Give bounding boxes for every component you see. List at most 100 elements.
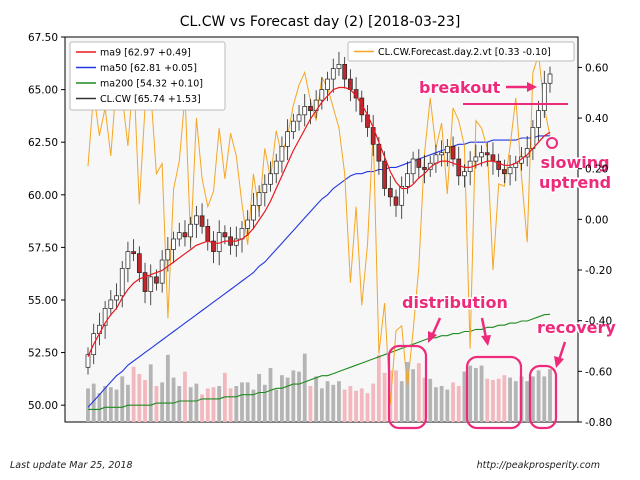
volume-bar — [188, 387, 193, 422]
recovery-arrowhead — [554, 356, 564, 368]
candle-body — [382, 160, 387, 189]
volume-bar — [274, 389, 279, 422]
volume-bar — [291, 370, 296, 422]
candle-body — [444, 146, 450, 154]
volume-bar — [536, 370, 541, 422]
candle-body — [541, 82, 547, 111]
candle-body — [547, 73, 553, 84]
volume-bar — [148, 364, 153, 422]
y-left-tick-label: 55.00 — [28, 295, 58, 307]
y-left-tick-label: 65.00 — [28, 85, 58, 97]
volume-bar — [502, 375, 507, 422]
ma9-series — [87, 86, 551, 358]
volume-bar — [177, 386, 182, 422]
candle-body — [450, 146, 456, 160]
volume-bar — [302, 353, 307, 422]
candle-body — [251, 204, 256, 221]
candle-body — [536, 110, 541, 128]
y-right-tick-label: -0.60 — [585, 366, 612, 378]
volume-bar — [473, 368, 478, 422]
volume-bar — [382, 372, 387, 422]
volume-bar — [211, 387, 216, 422]
y-left-tick-label: 62.50 — [28, 137, 58, 149]
candle-body — [194, 215, 199, 225]
volume-bar — [280, 375, 284, 422]
volume-bar — [365, 393, 370, 422]
candle-body — [530, 127, 536, 149]
volume-bar — [342, 389, 347, 422]
volume-bar — [394, 370, 398, 422]
y-right-tick-label: 0.60 — [585, 62, 608, 74]
volume-bar — [399, 381, 404, 422]
slowing-label-line2: uptrend — [539, 173, 611, 192]
forecast-line — [87, 54, 551, 405]
candle-body — [479, 152, 484, 158]
volume-bar — [348, 386, 353, 422]
volume-bar — [496, 378, 501, 422]
volume-bar — [434, 387, 438, 422]
candle-body — [273, 160, 279, 175]
volume-bar — [416, 363, 421, 422]
volume-bar — [508, 377, 512, 422]
candle-body — [422, 167, 427, 170]
volume-bar — [137, 374, 142, 422]
volume-bar — [530, 376, 535, 422]
volume-bar — [513, 381, 518, 422]
candle-body — [342, 63, 348, 80]
volume-bar — [325, 381, 330, 422]
volume-bar — [160, 382, 165, 422]
recovery-label: recovery — [537, 318, 616, 337]
candle-body — [410, 158, 416, 175]
candle-body — [171, 238, 176, 250]
volume-bar — [297, 371, 301, 422]
volume-bar — [548, 369, 552, 422]
breakout-arrowhead — [527, 82, 537, 92]
legend-right: CL.CW.Forecast.day.2.vt [0.33 -0.10] — [347, 41, 575, 62]
volume-bar — [114, 389, 119, 422]
y-right-tick-label: -0.80 — [585, 417, 612, 429]
candle-body — [205, 225, 211, 242]
candle-body — [484, 152, 490, 156]
volume-bar — [205, 388, 210, 422]
volume-bar — [245, 382, 250, 422]
candle-body — [211, 240, 216, 252]
ma200-series — [88, 313, 551, 410]
candle-body — [473, 156, 479, 162]
volume-bar — [126, 384, 130, 422]
candle-body — [319, 89, 325, 101]
y-right-tick-label: 0.40 — [585, 113, 608, 125]
volume-bar — [222, 372, 227, 422]
volume-bar — [308, 386, 313, 422]
candle-body — [279, 146, 285, 162]
candle-body — [433, 154, 439, 164]
volume-bar — [525, 381, 530, 422]
volume-bar — [103, 386, 108, 422]
volume-bar — [194, 383, 199, 422]
volume-bar — [376, 354, 381, 422]
recovery-box — [528, 364, 558, 430]
distribution-box-2 — [465, 355, 523, 430]
candle-body — [490, 154, 496, 162]
candle-body — [131, 251, 136, 255]
candle-body — [165, 249, 171, 261]
volume-bar — [491, 380, 495, 422]
candle-body — [285, 131, 290, 147]
candle-body — [348, 78, 353, 90]
candle-body — [416, 158, 422, 168]
volume-bar — [359, 388, 364, 422]
y-axis-left: 50.00 52.50 55.00 57.50 60.00 62.50 65.00 67.50 — [28, 32, 65, 412]
y-left-tick-label: 50.00 — [28, 400, 58, 412]
volume-bar — [319, 388, 324, 422]
volume-bar — [143, 380, 147, 422]
volume-bar — [439, 386, 444, 422]
candle-body — [456, 158, 462, 177]
distribution-label: distribution — [402, 293, 508, 312]
volume-bar — [405, 362, 410, 422]
volume-bar — [171, 377, 176, 422]
candle-body — [102, 308, 108, 326]
candle-body — [296, 114, 302, 122]
volume-bar — [251, 389, 256, 422]
volume-bar — [428, 378, 433, 422]
volume-bar — [451, 382, 455, 422]
